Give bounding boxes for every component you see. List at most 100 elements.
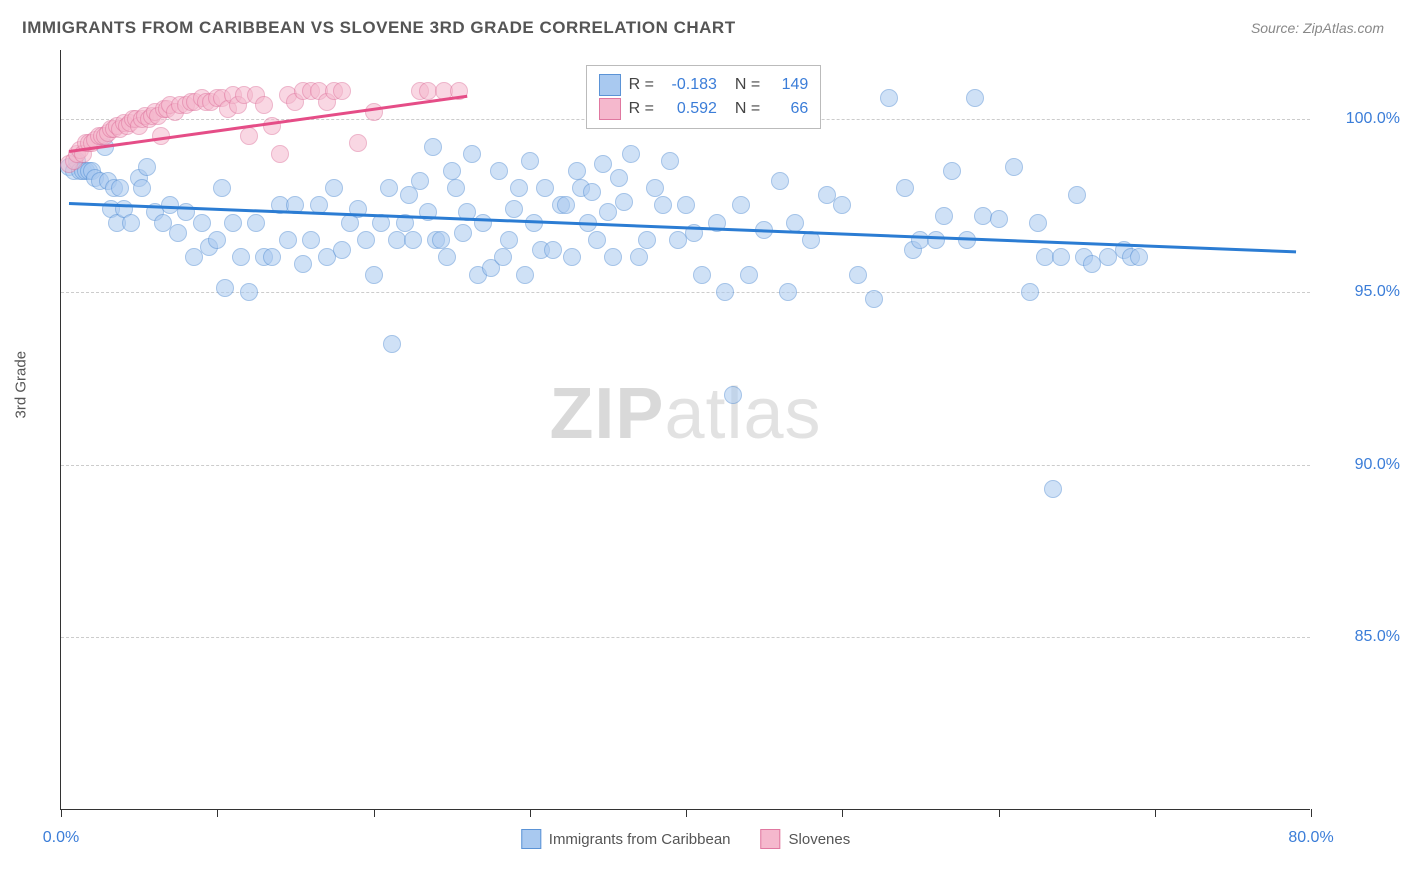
data-point (740, 266, 758, 284)
data-point (1005, 158, 1023, 176)
data-point (630, 248, 648, 266)
data-point (133, 179, 151, 197)
data-point (1029, 214, 1047, 232)
data-point (677, 196, 695, 214)
data-point (333, 241, 351, 259)
data-point (833, 196, 851, 214)
data-point (432, 231, 450, 249)
data-point (716, 283, 734, 301)
x-tick (374, 809, 375, 817)
data-point (865, 290, 883, 308)
data-point (271, 145, 289, 163)
data-point (463, 145, 481, 163)
x-tick (1155, 809, 1156, 817)
r-value: -0.183 (662, 76, 717, 94)
data-point (521, 152, 539, 170)
y-tick-label: 100.0% (1320, 110, 1400, 128)
data-point (1052, 248, 1070, 266)
r-label: R = (629, 100, 654, 118)
data-point (224, 214, 242, 232)
data-point (279, 231, 297, 249)
n-label: N = (735, 100, 760, 118)
stats-swatch (599, 74, 621, 96)
stats-row: R =-0.183N =149 (599, 74, 809, 96)
data-point (594, 155, 612, 173)
watermark-bold: ZIP (549, 374, 664, 454)
r-value: 0.592 (662, 100, 717, 118)
data-point (383, 335, 401, 353)
n-label: N = (735, 76, 760, 94)
x-tick (686, 809, 687, 817)
data-point (1044, 480, 1062, 498)
data-point (263, 248, 281, 266)
data-point (247, 214, 265, 232)
stats-row: R = 0.592 N = 66 (599, 98, 809, 120)
data-point (494, 248, 512, 266)
y-tick-label: 95.0% (1320, 283, 1400, 301)
data-point (622, 145, 640, 163)
data-point (438, 248, 456, 266)
data-point (454, 224, 472, 242)
data-point (693, 266, 711, 284)
data-point (536, 179, 554, 197)
data-point (779, 283, 797, 301)
data-point (661, 152, 679, 170)
data-point (516, 266, 534, 284)
data-point (505, 200, 523, 218)
data-point (588, 231, 606, 249)
data-point (990, 210, 1008, 228)
data-point (294, 255, 312, 273)
data-point (880, 89, 898, 107)
data-point (615, 193, 633, 211)
data-point (786, 214, 804, 232)
x-tick (999, 809, 1000, 817)
data-point (771, 172, 789, 190)
data-point (604, 248, 622, 266)
data-point (927, 231, 945, 249)
x-tick (530, 809, 531, 817)
data-point (411, 172, 429, 190)
data-point (1068, 186, 1086, 204)
source-value: ZipAtlas.com (1303, 20, 1384, 36)
data-point (563, 248, 581, 266)
x-tick (842, 809, 843, 817)
data-point (208, 231, 226, 249)
data-point (654, 196, 672, 214)
watermark-light: atlas (664, 374, 821, 454)
x-tick-label: 80.0% (1288, 829, 1333, 847)
data-point (216, 279, 234, 297)
data-point (474, 214, 492, 232)
data-point (111, 179, 129, 197)
gridline-h (61, 465, 1310, 466)
data-point (325, 179, 343, 197)
data-point (424, 138, 442, 156)
data-point (193, 214, 211, 232)
gridline-h (61, 637, 1310, 638)
data-point (443, 162, 461, 180)
data-point (724, 386, 742, 404)
watermark: ZIPatlas (549, 373, 821, 455)
legend-swatch (521, 829, 541, 849)
data-point (510, 179, 528, 197)
x-tick (1311, 809, 1312, 817)
data-point (255, 96, 273, 114)
n-value: 66 (768, 100, 808, 118)
data-point (490, 162, 508, 180)
data-point (333, 82, 351, 100)
data-point (646, 179, 664, 197)
stats-legend-box: R =-0.183N =149R =0.592N =66 (586, 65, 822, 129)
data-point (447, 179, 465, 197)
data-point (638, 231, 656, 249)
data-point (349, 134, 367, 152)
stats-swatch (599, 98, 621, 120)
data-point (263, 117, 281, 135)
data-point (849, 266, 867, 284)
data-point (122, 214, 140, 232)
data-point (610, 169, 628, 187)
legend-label: Immigrants from Caribbean (549, 831, 731, 848)
x-tick (217, 809, 218, 817)
data-point (966, 89, 984, 107)
legend-item: Slovenes (761, 829, 851, 849)
source-label: Source: (1251, 20, 1303, 36)
data-point (169, 224, 187, 242)
